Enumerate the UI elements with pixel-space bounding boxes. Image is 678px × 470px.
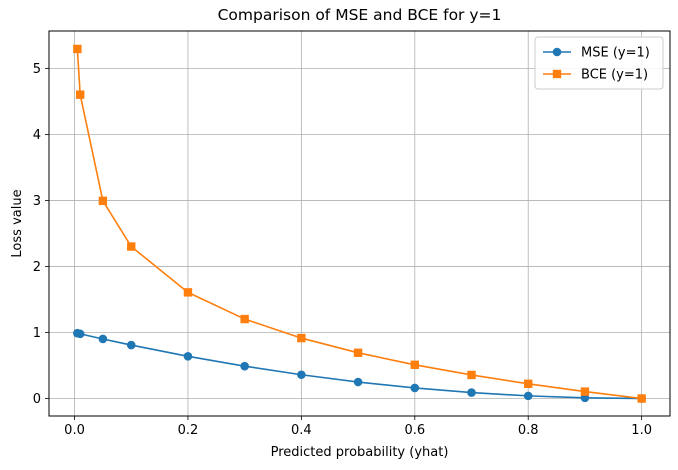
grid — [49, 31, 670, 416]
bce-point — [353, 348, 363, 357]
x-tick-label: 0.4 — [291, 423, 312, 438]
mse-point — [126, 340, 136, 350]
y-tick-label: 4 — [33, 128, 41, 143]
bce-point — [467, 370, 476, 380]
mse-point — [183, 351, 193, 361]
mse-point — [240, 361, 249, 371]
mse-point — [75, 329, 85, 339]
mse-point — [467, 388, 476, 397]
x-tick-label: 0.2 — [178, 423, 199, 438]
bce-point — [73, 44, 82, 54]
x-tick-label: 0.0 — [64, 423, 85, 438]
y-tick-label: 5 — [33, 62, 41, 77]
x-tick-label: 0.8 — [518, 423, 539, 438]
chart-title: Comparison of MSE and BCE for y=1 — [218, 6, 502, 24]
bce-point — [410, 360, 419, 369]
legend-circle-marker — [552, 47, 562, 57]
series-mse — [73, 328, 646, 403]
legend-box — [534, 36, 664, 90]
legend: MSE (y=1) BCE (y=1) — [534, 36, 664, 90]
mse-point — [523, 391, 533, 401]
mse-point — [98, 334, 108, 344]
bce-point — [127, 242, 136, 251]
legend-label: BCE (y=1) — [581, 68, 648, 83]
series-layer — [73, 44, 646, 403]
legend-item-mse: MSE (y=1) — [543, 46, 650, 61]
y-axis-label: Loss value — [10, 189, 25, 257]
x-axis-label: Predicted probability (yhat) — [271, 445, 449, 460]
mse-point — [410, 383, 420, 393]
y-tick-label: 0 — [33, 392, 41, 407]
mse-point — [297, 370, 306, 380]
bce-point — [240, 314, 249, 324]
x-tick-label: 1.0 — [631, 423, 652, 438]
legend-label: MSE (y=1) — [581, 46, 650, 61]
legend-square-marker — [552, 69, 562, 79]
bce-point — [580, 387, 590, 396]
mse-point — [353, 377, 363, 387]
y-tick-label: 2 — [33, 260, 41, 275]
y-tick-label: 3 — [33, 194, 41, 209]
ticks: 0.0 0.2 0.4 0.6 0.8 1.0 0 1 2 3 4 5 — [33, 62, 652, 438]
x-tick-label: 0.6 — [404, 423, 425, 438]
bce-point — [297, 333, 306, 343]
y-tick-label: 1 — [33, 326, 41, 341]
bce-point — [524, 379, 533, 389]
legend-item-bce: BCE (y=1) — [543, 68, 648, 83]
bce-point — [183, 288, 193, 297]
bce-point — [637, 394, 646, 403]
bce-point — [98, 196, 108, 206]
series-bce — [73, 44, 646, 403]
plot-frame — [48, 30, 671, 417]
bce-point — [75, 90, 85, 99]
